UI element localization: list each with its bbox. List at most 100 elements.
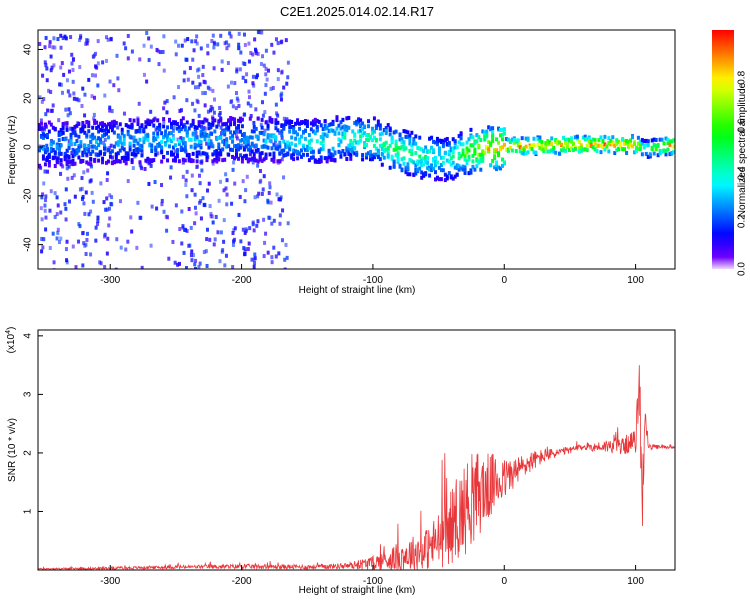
ridge-cell — [343, 152, 347, 157]
noise-cell — [44, 194, 48, 199]
ridge-cell — [642, 145, 646, 150]
ridge-cell — [449, 174, 453, 179]
ridge-cell — [435, 176, 439, 181]
ridge-cell — [112, 119, 116, 124]
ridge-cell — [97, 152, 101, 157]
ridge-cell — [189, 159, 193, 164]
ridge-cell — [89, 156, 93, 161]
ridge-cell — [514, 148, 518, 153]
ridge-cell — [654, 147, 658, 152]
ridge-cell — [120, 131, 124, 136]
noise-cell — [42, 181, 46, 186]
ridge-cell — [392, 164, 396, 169]
ridge-cell — [495, 137, 499, 142]
ridge-cell — [481, 158, 485, 163]
ridge-cell — [128, 118, 132, 123]
ridge-cell — [432, 148, 436, 153]
noise-cell — [138, 57, 142, 62]
ridge-cell — [565, 142, 569, 147]
ridge-cell — [430, 163, 434, 168]
ridge-cell — [203, 131, 207, 136]
noise-cell — [195, 34, 199, 39]
noise-cell — [246, 247, 250, 252]
noise-cell — [89, 178, 93, 183]
ridge-cell — [146, 118, 150, 123]
ridge-cell — [301, 143, 305, 148]
noise-cell — [174, 52, 178, 57]
noise-cell — [96, 222, 100, 227]
ridge-cell — [331, 146, 335, 151]
ridge-cell — [215, 156, 219, 161]
ridge-cell — [313, 158, 317, 163]
ridge-cell — [81, 153, 85, 158]
ridge-cell — [112, 144, 116, 149]
ridge-cell — [305, 144, 309, 149]
noise-cell — [105, 177, 109, 182]
ridge-cell — [408, 133, 412, 138]
noise-cell — [241, 75, 245, 80]
ridge-cell — [538, 135, 542, 140]
ridge-cell — [57, 151, 61, 156]
ridge-cell — [341, 117, 345, 122]
ridge-cell — [211, 152, 215, 157]
ridge-cell — [61, 137, 65, 142]
figure-title: C2E1.2025.014.02.14.R17 — [280, 4, 434, 19]
ridge-cell — [380, 162, 384, 167]
ridge-cell — [272, 134, 276, 139]
ridge-cell — [487, 147, 491, 152]
ridge-cell — [177, 159, 181, 164]
ridge-cell — [640, 152, 644, 157]
ridge-cell — [122, 141, 126, 146]
ridge-cell — [118, 135, 122, 140]
ridge-cell — [656, 153, 660, 158]
ridge-cell — [564, 138, 568, 143]
noise-cell — [111, 155, 115, 160]
ridge-cell — [420, 175, 424, 180]
ridge-cell — [91, 132, 95, 137]
noise-cell — [243, 112, 247, 117]
ridge-cell — [359, 138, 363, 143]
ridge-cell — [323, 123, 327, 128]
x-tick-label: 100 — [627, 576, 644, 587]
ridge-cell — [140, 144, 144, 149]
ridge-cell — [77, 146, 81, 151]
noise-cell — [67, 139, 71, 144]
ridge-cell — [309, 149, 313, 154]
ridge-cell — [487, 140, 491, 145]
noise-cell — [254, 107, 258, 112]
ridge-cell — [158, 127, 162, 132]
noise-cell — [63, 202, 67, 207]
ridge-cell — [242, 140, 246, 145]
ridge-cell — [564, 148, 568, 153]
ridge-cell — [207, 134, 211, 139]
ridge-cell — [124, 151, 128, 156]
ridge-cell — [278, 159, 282, 164]
ridge-cell — [140, 153, 144, 158]
noise-cell — [172, 95, 176, 100]
ridge-cell — [303, 119, 307, 124]
ridge-cell — [116, 140, 120, 145]
ridge-cell — [57, 146, 61, 151]
ridge-cell — [296, 118, 300, 123]
ridge-cell — [451, 176, 455, 181]
noise-cell — [224, 172, 228, 177]
noise-cell — [247, 59, 251, 64]
ridge-cell — [205, 158, 209, 163]
ridge-cell — [59, 127, 63, 132]
spectrogram-frame — [37, 29, 676, 270]
ridge-cell — [579, 145, 583, 150]
noise-cell — [179, 136, 183, 141]
ridge-cell — [625, 141, 629, 146]
ridge-cell — [144, 133, 148, 138]
ridge-cell — [483, 150, 487, 155]
ridge-cell — [467, 157, 471, 162]
ridge-cell — [140, 148, 144, 153]
spectrogram-plot-area — [37, 29, 676, 270]
ridge-cell — [235, 143, 239, 148]
ridge-cell — [266, 145, 270, 150]
ridge-cell — [296, 120, 300, 125]
ridge-cell — [288, 119, 292, 124]
noise-cell — [90, 73, 94, 78]
noise-cell — [262, 174, 266, 179]
ridge-cell — [126, 124, 130, 129]
